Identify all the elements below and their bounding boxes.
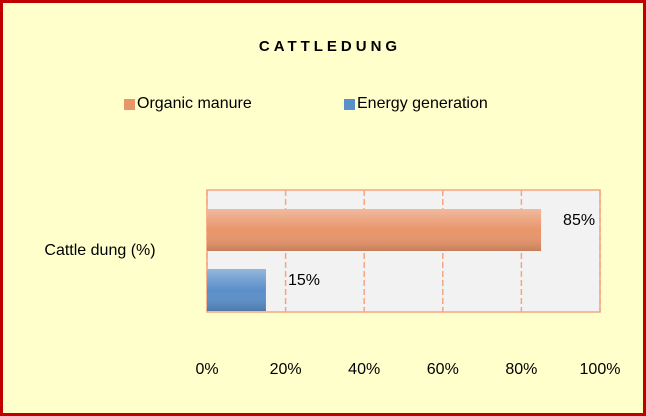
x-tick-label: 40%	[348, 361, 380, 378]
legend-swatch	[124, 99, 135, 110]
x-tick-label: 20%	[270, 361, 302, 378]
x-tick-label: 60%	[427, 361, 459, 378]
x-tick-label: 0%	[195, 361, 218, 378]
chart-title: CATTLEDUNG	[259, 38, 401, 55]
bar-sheen	[207, 209, 542, 251]
data-label: 15%	[288, 272, 320, 289]
legend-swatch	[344, 99, 355, 110]
x-tick-label: 80%	[505, 361, 537, 378]
legend-label: Organic manure	[137, 95, 252, 112]
y-tick-label: Cattle dung (%)	[44, 242, 155, 259]
bar-sheen	[207, 269, 266, 311]
x-tick-label: 100%	[580, 361, 621, 378]
legend-label: Energy generation	[357, 95, 488, 112]
data-label: 85%	[563, 212, 595, 229]
